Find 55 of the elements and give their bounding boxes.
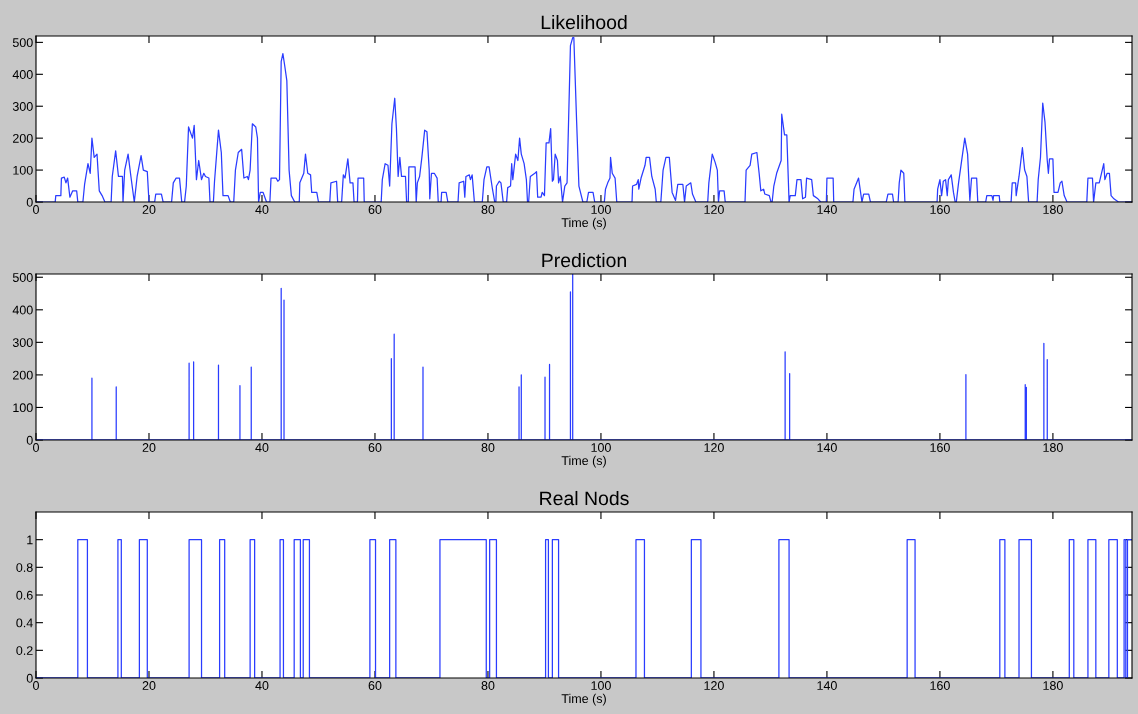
- x-tick-label: 120: [704, 205, 724, 214]
- x-axis-title: Time (s): [561, 693, 606, 706]
- y-tick-label: 300: [12, 102, 33, 111]
- x-tick-label: 0: [33, 681, 39, 690]
- x-axis-title: Time (s): [561, 217, 606, 230]
- x-tick-label: 160: [930, 681, 950, 690]
- y-tick-label: 0.2: [16, 646, 33, 655]
- y-tick-label: 200: [13, 370, 33, 380]
- y-tick-label: 0.4: [16, 618, 33, 628]
- x-tick-label: 0: [33, 443, 39, 452]
- y-tick-label: 100: [13, 165, 33, 175]
- x-tick-label: 140: [817, 205, 837, 214]
- x-tick-label: 40: [255, 443, 269, 452]
- x-tick-label: 20: [142, 443, 156, 452]
- x-tick-label: 60: [368, 443, 382, 452]
- chart-title: Real Nods: [540, 490, 629, 506]
- y-tick-label: 0: [26, 197, 33, 207]
- x-tick-label: 20: [142, 205, 156, 214]
- y-tick-label: 0.8: [16, 563, 33, 572]
- x-tick-label: 100: [591, 205, 611, 214]
- y-tick-label: 1: [27, 535, 33, 545]
- x-tick-label: 120: [704, 681, 724, 690]
- x-tick-label: 80: [481, 681, 495, 690]
- x-tick-label: 180: [1043, 681, 1063, 690]
- x-tick-label: 40: [255, 681, 269, 690]
- x-tick-label: 160: [930, 205, 950, 214]
- x-tick-label: 120: [704, 443, 724, 452]
- chart-title: Prediction: [542, 252, 626, 268]
- y-tick-label: 0: [26, 673, 33, 683]
- y-tick-label: 500: [12, 38, 33, 48]
- x-tick-label: 140: [817, 443, 837, 452]
- x-tick-label: 0: [33, 205, 39, 214]
- y-tick-label: 0.6: [16, 590, 33, 600]
- y-tick-label: 400: [12, 70, 33, 79]
- y-tick-label: 200: [13, 133, 33, 143]
- x-tick-label: 180: [1043, 205, 1063, 214]
- x-tick-label: 100: [591, 443, 611, 452]
- x-tick-label: 20: [142, 681, 156, 690]
- y-tick-label: 400: [12, 305, 33, 315]
- x-tick-label: 180: [1043, 443, 1063, 452]
- y-tick-label: 100: [13, 403, 33, 413]
- x-tick-label: 60: [368, 205, 382, 214]
- x-tick-label: 80: [481, 443, 495, 452]
- x-tick-label: 80: [481, 205, 495, 214]
- y-tick-label: 300: [12, 338, 33, 348]
- x-tick-label: 40: [255, 205, 269, 214]
- x-axis-title: Time (s): [561, 455, 606, 468]
- line-series: [36, 36, 1132, 202]
- x-tick-label: 100: [591, 681, 611, 690]
- x-tick-label: 160: [930, 443, 950, 452]
- x-tick-label: 140: [817, 681, 837, 690]
- y-tick-label: 0: [26, 435, 33, 445]
- y-tick-label: 500: [12, 273, 33, 282]
- x-tick-label: 60: [368, 681, 382, 690]
- chart-title: Likelihood: [541, 14, 627, 30]
